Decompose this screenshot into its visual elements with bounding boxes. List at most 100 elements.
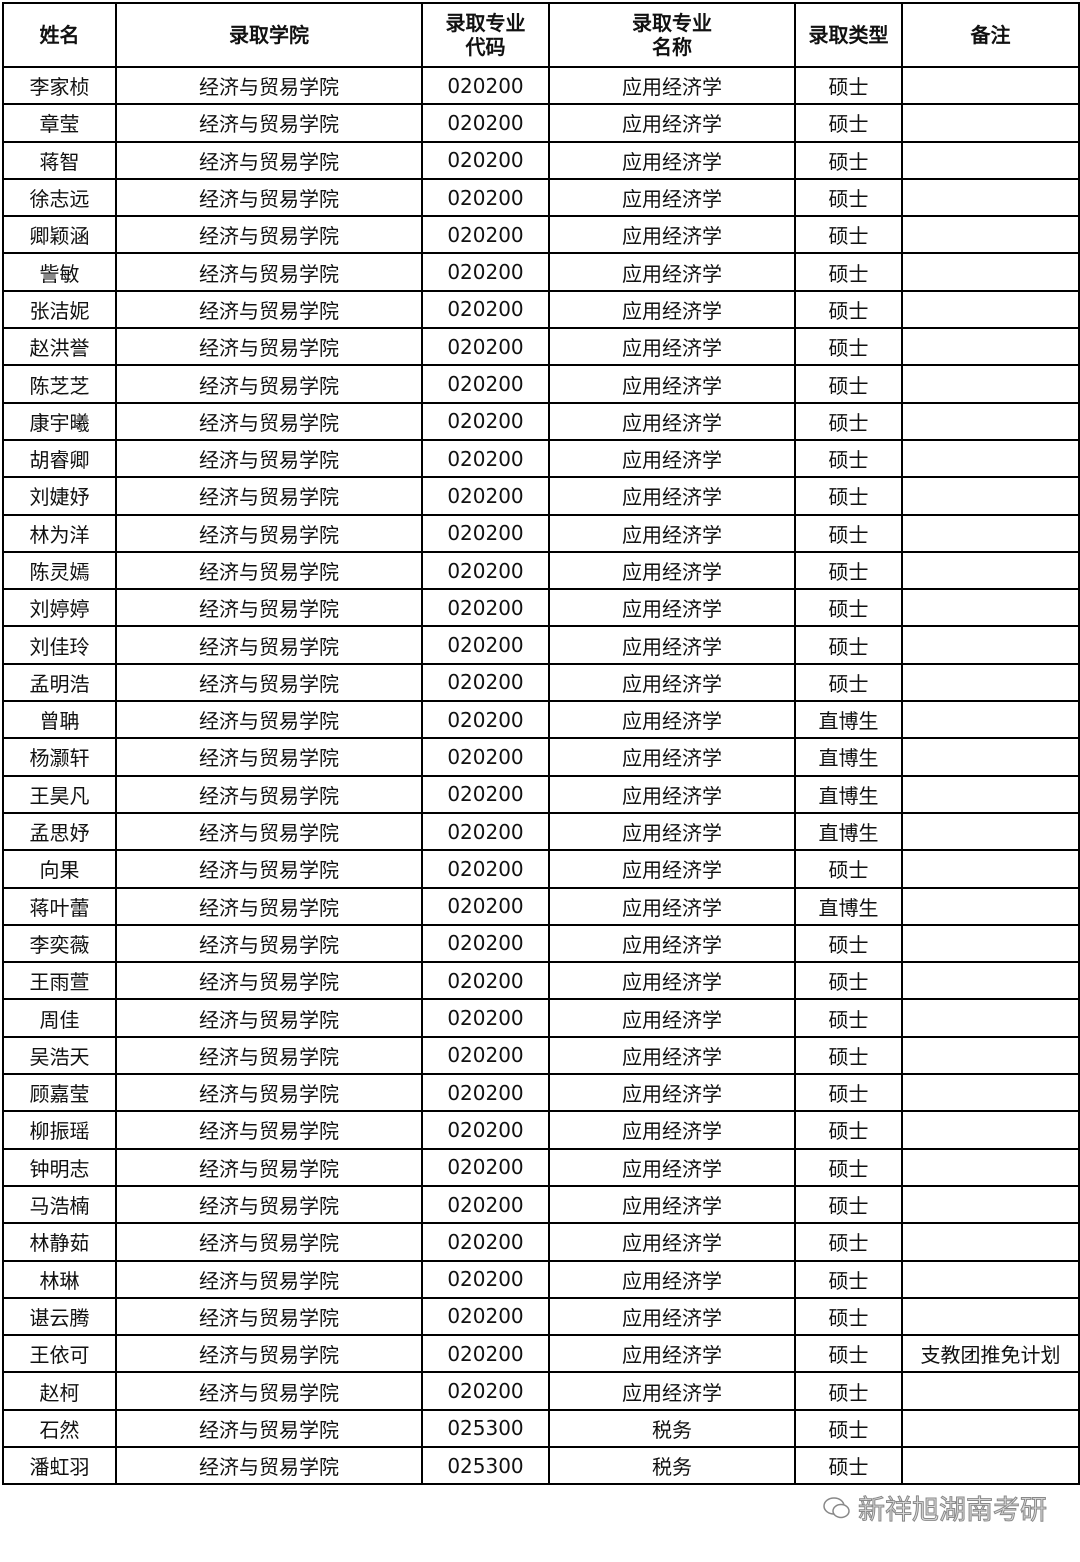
table-cell: 经济与贸易学院: [115, 1445, 423, 1486]
table-row: 赵柯 经济与贸易学院 020200 应用经济学 硕士: [2, 1371, 1080, 1411]
table-cell: 硕士: [794, 476, 903, 516]
table-row: 康宇曦 经济与贸易学院 020200 应用经济学 硕士: [2, 401, 1080, 441]
table-cell: 应用经济学: [548, 65, 796, 106]
table-cell: 应用经济学: [548, 177, 796, 218]
table-cell: 税务: [548, 1408, 796, 1448]
table-row: 谌云腾 经济与贸易学院 020200 应用经济学 硕士: [2, 1296, 1080, 1337]
table-cell: 孟思妤: [2, 811, 117, 852]
empty-cell: [901, 513, 1080, 553]
table-cell: 020200: [421, 177, 550, 218]
table-cell: 经济与贸易学院: [115, 177, 423, 218]
empty-cell: [901, 364, 1080, 404]
table-cell: 硕士: [794, 1296, 903, 1337]
table-cell: 赵洪誉: [2, 327, 117, 367]
table-cell: 硕士: [794, 923, 903, 964]
table-cell: 020200: [421, 1073, 550, 1113]
empty-cell: [901, 550, 1080, 591]
header-cell: 录取专业 代码: [421, 2, 550, 68]
table-cell: 经济与贸易学院: [115, 1371, 423, 1411]
empty-cell: [901, 65, 1080, 106]
empty-cell: [901, 737, 1080, 777]
table-cell: 硕士: [794, 438, 903, 479]
empty-cell: [901, 1184, 1080, 1225]
table-cell: 应用经济学: [548, 438, 796, 479]
table-cell: 应用经济学: [548, 961, 796, 1001]
empty-cell: [901, 961, 1080, 1001]
table-cell: 硕士: [794, 1073, 903, 1113]
table-cell: 020200: [421, 1110, 550, 1150]
table-cell: 陈芝芝: [2, 364, 117, 404]
table-cell: 020200: [421, 662, 550, 703]
table-cell: 硕士: [794, 401, 903, 441]
table-cell: 硕士: [794, 327, 903, 367]
table-cell: 经济与贸易学院: [115, 1334, 423, 1374]
table-cell: 王依可: [2, 1334, 117, 1374]
table-row: 孟明浩 经济与贸易学院 020200 应用经济学 硕士: [2, 662, 1080, 703]
table-cell: 经济与贸易学院: [115, 1259, 423, 1299]
table-cell: 经济与贸易学院: [115, 1222, 423, 1262]
table-cell: 经济与贸易学院: [115, 700, 423, 740]
table-row: 林静茹 经济与贸易学院 020200 应用经济学 硕士: [2, 1222, 1080, 1262]
table-cell: 020200: [421, 513, 550, 553]
table-cell: 应用经济学: [548, 252, 796, 292]
empty-cell: [901, 811, 1080, 852]
table-cell: 020200: [421, 1147, 550, 1187]
table-cell: 经济与贸易学院: [115, 811, 423, 852]
empty-cell: [901, 401, 1080, 441]
table-cell: 硕士: [794, 65, 903, 106]
table-cell: 硕士: [794, 1408, 903, 1448]
empty-cell: [901, 140, 1080, 180]
table-cell: 硕士: [794, 1035, 903, 1076]
empty-cell: [901, 1445, 1080, 1486]
header-cell: 姓名: [2, 2, 117, 68]
table-row: 陈芝芝 经济与贸易学院 020200 应用经济学 硕士: [2, 364, 1080, 404]
table-cell: 经济与贸易学院: [115, 401, 423, 441]
table-cell: 020200: [421, 961, 550, 1001]
header-cell: 录取专业 名称: [548, 2, 796, 68]
table-cell: 020200: [421, 849, 550, 889]
table-cell: 020200: [421, 588, 550, 628]
table-cell: 徐志远: [2, 177, 117, 218]
empty-cell: [901, 998, 1080, 1038]
table-row: 章莹 经济与贸易学院 020200 应用经济学 硕士: [2, 103, 1080, 143]
table-cell: 应用经济学: [548, 401, 796, 441]
table-cell: 应用经济学: [548, 103, 796, 143]
table-cell: 赵柯: [2, 1371, 117, 1411]
table-cell: 经济与贸易学院: [115, 327, 423, 367]
table-cell: 020200: [421, 252, 550, 292]
table-cell: 硕士: [794, 662, 903, 703]
table-cell: 应用经济学: [548, 1147, 796, 1187]
table-cell: 应用经济学: [548, 215, 796, 255]
table-cell: 经济与贸易学院: [115, 1296, 423, 1337]
header-cell: 录取类型: [794, 2, 903, 68]
table-cell: 林琳: [2, 1259, 117, 1299]
table-cell: 陈灵嫣: [2, 550, 117, 591]
table-cell: 应用经济学: [548, 700, 796, 740]
table-row: 林琳 经济与贸易学院 020200 应用经济学 硕士: [2, 1259, 1080, 1299]
table-row: 石然 经济与贸易学院 025300 税务 硕士: [2, 1408, 1080, 1448]
empty-cell: [901, 886, 1080, 926]
table-cell: 直博生: [794, 700, 903, 740]
table-cell: 林静茹: [2, 1222, 117, 1262]
table-cell: 直博生: [794, 811, 903, 852]
table-cell: 025300: [421, 1408, 550, 1448]
table-cell: 经济与贸易学院: [115, 625, 423, 665]
table-cell: 025300: [421, 1445, 550, 1486]
table-cell: 硕士: [794, 1222, 903, 1262]
table-cell: 020200: [421, 1296, 550, 1337]
table-cell: 020200: [421, 700, 550, 740]
empty-cell: [901, 1296, 1080, 1337]
table-cell: 訾敏: [2, 252, 117, 292]
table-row: 马浩楠 经济与贸易学院 020200 应用经济学 硕士: [2, 1184, 1080, 1225]
empty-cell: [901, 289, 1080, 330]
table-cell: 直博生: [794, 886, 903, 926]
table-cell: 应用经济学: [548, 1184, 796, 1225]
empty-cell: [901, 1408, 1080, 1448]
table-row: 刘佳玲 经济与贸易学院 020200 应用经济学 硕士: [2, 625, 1080, 665]
table-cell: 经济与贸易学院: [115, 140, 423, 180]
table-cell: 章莹: [2, 103, 117, 143]
table-cell: 柳振瑶: [2, 1110, 117, 1150]
table-cell: 林为洋: [2, 513, 117, 553]
table-cell: 蒋智: [2, 140, 117, 180]
